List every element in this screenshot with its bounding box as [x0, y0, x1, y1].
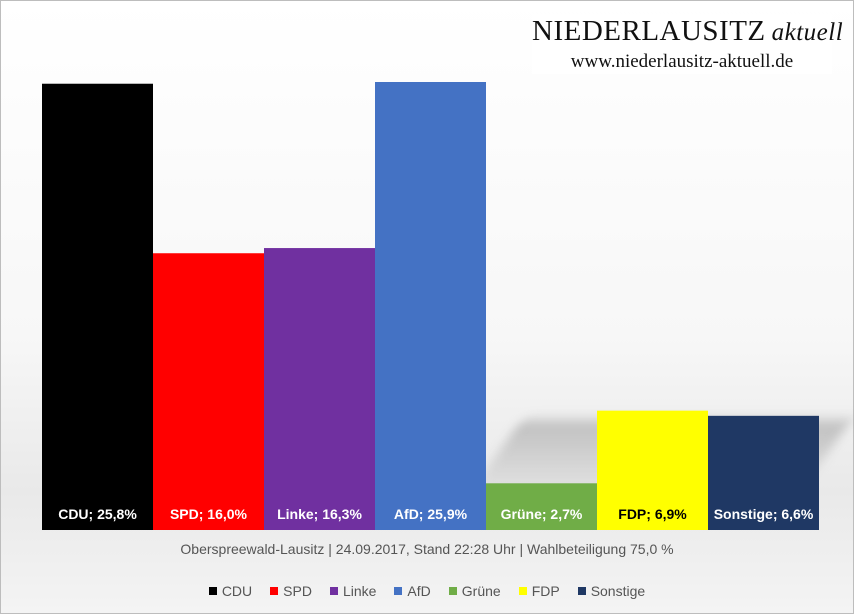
legend-swatch	[394, 587, 403, 595]
legend-swatch	[270, 587, 279, 595]
legend-label: Sonstige	[590, 583, 646, 599]
bar-linke	[264, 248, 375, 530]
data-label-fdp: FDP; 6,9%	[618, 506, 687, 522]
legend: CDU SPD Linke AfD Grüne FDP Sonstige	[0, 583, 854, 599]
legend-swatch	[329, 587, 338, 595]
legend-label: FDP	[531, 583, 560, 599]
brand-name: NIEDERLAUSITZ	[532, 15, 766, 47]
brand-title: NIEDERLAUSITZ aktuell	[532, 14, 843, 50]
legend-item-grüne: Grüne	[448, 583, 501, 599]
brand-logo: NIEDERLAUSITZ aktuell www.niederlausitz-a…	[532, 14, 843, 74]
legend-item-afd: AfD	[394, 583, 431, 599]
legend-item-linke: Linke	[329, 583, 377, 599]
legend-swatch	[448, 587, 457, 595]
legend-label: SPD	[283, 583, 312, 599]
legend-swatch	[577, 587, 586, 595]
legend-label: CDU	[221, 583, 253, 599]
bar-sonstige	[708, 415, 819, 530]
data-label-linke: Linke; 16,3%	[277, 506, 362, 522]
legend-swatch	[518, 587, 527, 595]
legend-label: Grüne	[461, 583, 501, 599]
bar-chart: CDU; 25,8% SPD; 16,0% Linke; 16,3% AfD; 25,…	[42, 82, 819, 531]
legend-item-spd: SPD	[270, 583, 312, 599]
data-label-afd: AfD; 25,9%	[394, 506, 468, 522]
brand-url: www.niederlausitz-aktuell.de	[570, 51, 794, 72]
bar-spd	[153, 253, 264, 531]
bar-afd	[375, 82, 486, 530]
legend-item-sonstige: Sonstige	[577, 583, 646, 599]
legend-label: Linke	[342, 583, 377, 599]
bar-grüne	[486, 483, 597, 530]
data-label-sonstige: Sonstige; 6,6%	[714, 506, 814, 522]
legend-item-fdp: FDP	[518, 583, 560, 599]
bar-fdp	[597, 410, 708, 530]
brand-suffix: aktuell	[771, 19, 844, 46]
data-label-grüne: Grüne; 2,7%	[501, 506, 583, 522]
data-label-cdu: CDU; 25,8%	[58, 506, 137, 522]
chart-caption: Oberspreewald-Lausitz | 24.09.2017, Stan…	[180, 541, 674, 557]
legend-label: AfD	[407, 583, 431, 599]
legend-swatch	[208, 587, 217, 595]
data-label-spd: SPD; 16,0%	[170, 506, 248, 522]
bar-cdu	[42, 83, 153, 530]
legend-item-cdu: CDU	[208, 583, 253, 599]
